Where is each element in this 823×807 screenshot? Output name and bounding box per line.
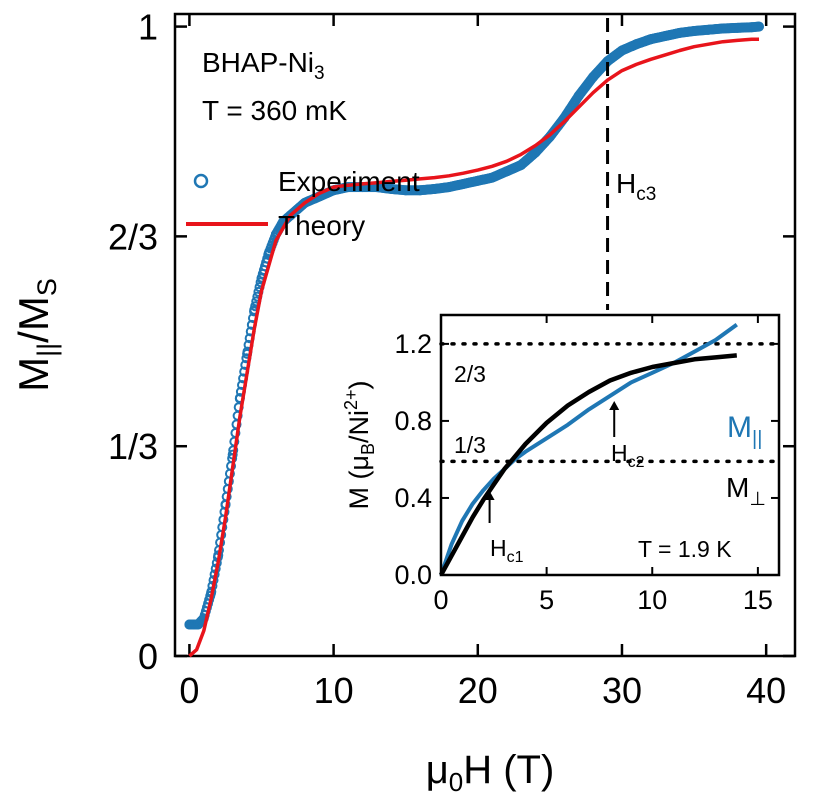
- inset-x-tick-label: 5: [539, 585, 554, 615]
- inset-series: [439, 322, 738, 577]
- main-y-tick-label: 1: [138, 7, 158, 48]
- legend-theory-label: Theory: [278, 210, 365, 241]
- inset-y-tick-label: 0.4: [394, 483, 432, 513]
- hc2-arrow-head: [609, 401, 620, 410]
- main-plot-frame: [173, 12, 797, 658]
- main-plot-series: [184, 21, 764, 658]
- inset-temperature-label: T = 1.9 K: [638, 536, 732, 562]
- main-y-tick-label: 2/3: [108, 216, 158, 257]
- theory-line: [188, 37, 759, 658]
- inset-m-perp-line: [439, 353, 738, 577]
- main-x-tick-label: 20: [458, 670, 498, 711]
- inset-y-tick-label: 0.0: [394, 560, 432, 590]
- main-x-tick-label: 30: [602, 670, 642, 711]
- main-x-tick-label: 10: [314, 670, 354, 711]
- hc3-label: Hc3: [616, 168, 656, 205]
- main-x-tick-label: 0: [179, 670, 199, 711]
- main-x-tick-label: 40: [746, 670, 786, 711]
- inset-y-axis-label: M (μB/Ni2+): [341, 380, 378, 509]
- inset-one-third-label: 1/3: [454, 432, 486, 458]
- main-y-axis-label: M||/MS: [10, 278, 62, 392]
- main-temperature-label: T = 360 mK: [202, 95, 347, 126]
- inset-frame: [439, 313, 781, 577]
- main-x-axis-label: μ0H (T): [426, 748, 555, 797]
- inset-y-tick-label: 0.8: [394, 406, 432, 436]
- inset-reference-lines: [439, 342, 781, 464]
- legend-experiment-label: Experiment: [278, 166, 420, 197]
- main-y-tick-label: 1/3: [108, 426, 158, 467]
- inset-x-tick-label: 10: [637, 585, 667, 615]
- inset-two-thirds-label: 2/3: [454, 361, 486, 387]
- inset-arrows: [484, 401, 620, 523]
- main-legend: Experiment Theory: [186, 166, 420, 241]
- legend-experiment-marker: [193, 173, 209, 189]
- main-y-tick-label: 0: [138, 636, 158, 677]
- inset-axis-ticks: 0 5 10 15 0.0 0.4 0.8 1.2: [394, 315, 779, 615]
- hc1-arrow-head: [484, 491, 495, 500]
- main-axis-ticks: 0 10 20 30 40 0 1/3 2/3 1: [108, 7, 795, 711]
- inset-y-tick-label: 1.2: [394, 329, 432, 359]
- experiment-point-dense: [753, 21, 764, 32]
- sample-label: BHAP-Ni3: [202, 47, 325, 84]
- inset-x-tick-label: 15: [743, 585, 773, 615]
- inset-x-tick-label: 0: [433, 585, 448, 615]
